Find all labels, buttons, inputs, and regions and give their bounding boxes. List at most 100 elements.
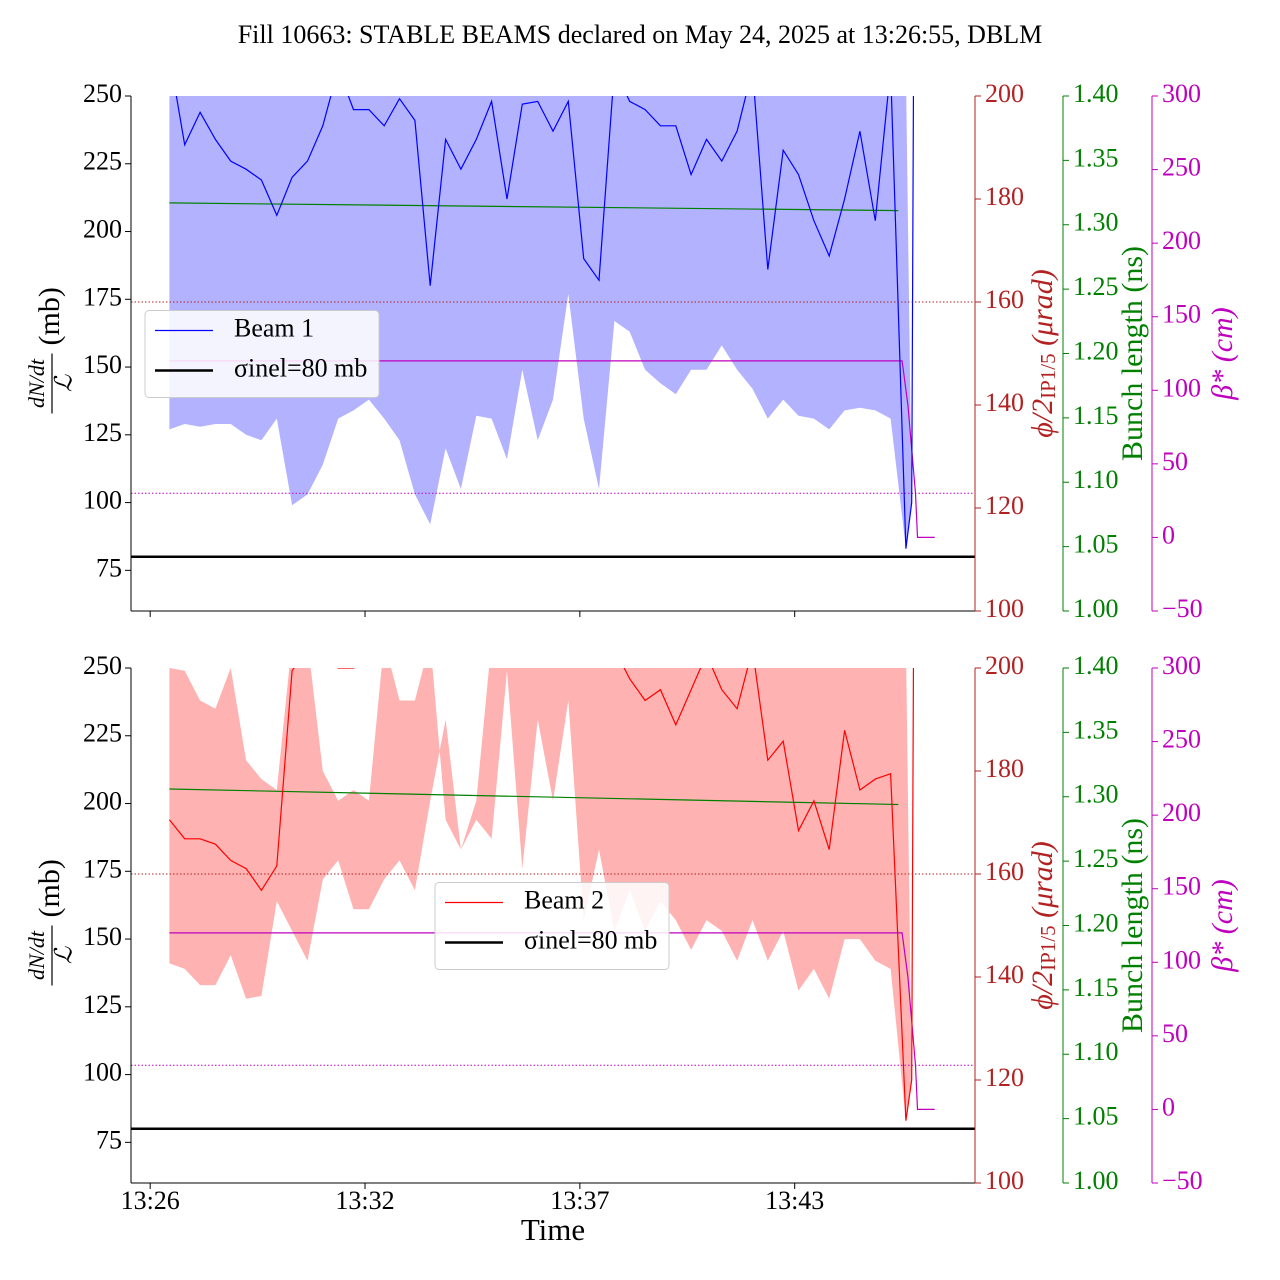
y-axis-label: dN/dt ℒ (mb) (24, 859, 78, 986)
legend-label: σinel=80 mb (234, 353, 367, 382)
legend-box (434, 882, 670, 970)
y3-tick-label: 1.35 (1073, 715, 1119, 744)
y2-tick-label: 140 (985, 388, 1024, 417)
y-label-denominator: ℒ (52, 946, 78, 964)
y-tick-label: 75 (96, 553, 122, 582)
plot-area (131, 96, 975, 559)
x-tick-label: 13:37 (550, 1186, 609, 1215)
y-tick-label: 225 (83, 719, 122, 748)
y-tick-label: 100 (83, 486, 122, 515)
y-tick-label: 225 (83, 147, 122, 176)
y3-tick-label: 1.30 (1073, 208, 1119, 237)
y4-tick-label: 50 (1162, 1019, 1188, 1048)
y-tick-label: 150 (83, 922, 122, 951)
legend-box (144, 310, 380, 398)
axis-label-part: (μrad) (1026, 269, 1059, 353)
aux-line (169, 202, 899, 212)
y2-tick-label: 120 (985, 491, 1024, 520)
y4-tick-label: 200 (1162, 798, 1201, 827)
y2-tick-label: 100 (985, 1166, 1024, 1195)
y-tick-label: 150 (83, 350, 122, 379)
legend-label: Beam 2 (524, 885, 604, 914)
series-line (168, 668, 915, 1121)
y4-tick-label: 0 (1162, 520, 1175, 549)
y4-tick-label: 0 (1162, 1092, 1175, 1121)
plot-area (131, 668, 975, 1131)
x-axis-label: Time (521, 1212, 585, 1247)
y3-tick-label: 1.20 (1073, 908, 1119, 937)
y-label-unit: (mb) (33, 287, 66, 345)
y2-tick-label: 180 (985, 754, 1024, 783)
axis-label-part: ϕ/2 (1026, 399, 1059, 438)
y-tick-label: 200 (83, 786, 122, 815)
y4-tick-label: −50 (1162, 1166, 1203, 1195)
y4-axis-label: β* (cm) (1206, 307, 1239, 400)
y-tick-label: 125 (83, 418, 122, 447)
y2-tick-label: 100 (985, 594, 1024, 623)
y-tick-label: 175 (83, 854, 122, 883)
y2-tick-label: 200 (985, 79, 1024, 108)
y4-axis-label: β* (cm) (1206, 879, 1239, 972)
y3-tick-label: 1.25 (1073, 844, 1119, 873)
y2-tick-label: 160 (985, 285, 1024, 314)
y3-tick-label: 1.20 (1073, 336, 1119, 365)
legend-label: σinel=80 mb (524, 925, 657, 954)
band (169, 668, 912, 1121)
y4-tick-label: 250 (1162, 153, 1201, 182)
y-label-numerator: dN/dt (24, 358, 49, 408)
y-tick-label: 200 (83, 214, 122, 243)
series-line (175, 96, 915, 549)
y2-tick-label: 120 (985, 1063, 1024, 1092)
y3-tick-label: 1.40 (1073, 79, 1119, 108)
y4-tick-label: 50 (1162, 447, 1188, 476)
x-tick-label: 13:43 (765, 1186, 824, 1215)
y-tick-label: 175 (83, 282, 122, 311)
axis-label-part: IP1/5 (1036, 925, 1060, 971)
y4-tick-label: 150 (1162, 872, 1201, 901)
y3-tick-label: 1.15 (1073, 401, 1119, 430)
y4-tick-label: 100 (1162, 945, 1201, 974)
y2-axis-label: ϕ/2IP1/5 (μrad) (1026, 269, 1060, 438)
y3-tick-label: 1.40 (1073, 651, 1119, 680)
y3-tick-label: 1.35 (1073, 143, 1119, 172)
legend-label: Beam 1 (234, 313, 314, 342)
y4-tick-label: 300 (1162, 79, 1201, 108)
y-tick-label: 125 (83, 990, 122, 1019)
y3-tick-label: 1.05 (1073, 1102, 1119, 1131)
y-label-numerator: dN/dt (24, 930, 49, 980)
y3-tick-label: 1.10 (1073, 465, 1119, 494)
y-tick-label: 250 (83, 651, 122, 680)
x-tick-label: 13:26 (121, 1186, 180, 1215)
y3-tick-label: 1.00 (1073, 1166, 1119, 1195)
axis-label-part: IP1/5 (1036, 353, 1060, 399)
y-label-denominator: ℒ (52, 374, 78, 392)
y3-tick-label: 1.10 (1073, 1037, 1119, 1066)
y-tick-label: 75 (96, 1125, 122, 1154)
y3-axis-label: Bunch length (ns) (1116, 818, 1149, 1033)
y4-tick-label: 200 (1162, 226, 1201, 255)
y3-axis-label: Bunch length (ns) (1116, 246, 1149, 461)
y2-tick-label: 160 (985, 857, 1024, 886)
y3-tick-label: 1.15 (1073, 973, 1119, 1002)
y2-tick-label: 180 (985, 182, 1024, 211)
y2-axis-label: ϕ/2IP1/5 (μrad) (1026, 841, 1060, 1010)
x-tick-label: 13:32 (335, 1186, 394, 1215)
axis-label-part: ϕ/2 (1026, 971, 1059, 1010)
y-axis-label: dN/dt ℒ (mb) (24, 287, 78, 414)
y4-tick-label: −50 (1162, 594, 1203, 623)
y2-tick-label: 200 (985, 651, 1024, 680)
y4-tick-label: 300 (1162, 651, 1201, 680)
y4-tick-label: 150 (1162, 300, 1201, 329)
aux-line (169, 788, 899, 806)
y3-tick-label: 1.25 (1073, 272, 1119, 301)
axis-label-part: (μrad) (1026, 841, 1059, 925)
figure-title: Fill 10663: STABLE BEAMS declared on May… (238, 20, 1043, 49)
y2-tick-label: 140 (985, 960, 1024, 989)
y4-tick-label: 100 (1162, 373, 1201, 402)
y3-tick-label: 1.05 (1073, 530, 1119, 559)
y-tick-label: 250 (83, 79, 122, 108)
y3-tick-label: 1.30 (1073, 780, 1119, 809)
y-label-unit: (mb) (33, 859, 66, 917)
